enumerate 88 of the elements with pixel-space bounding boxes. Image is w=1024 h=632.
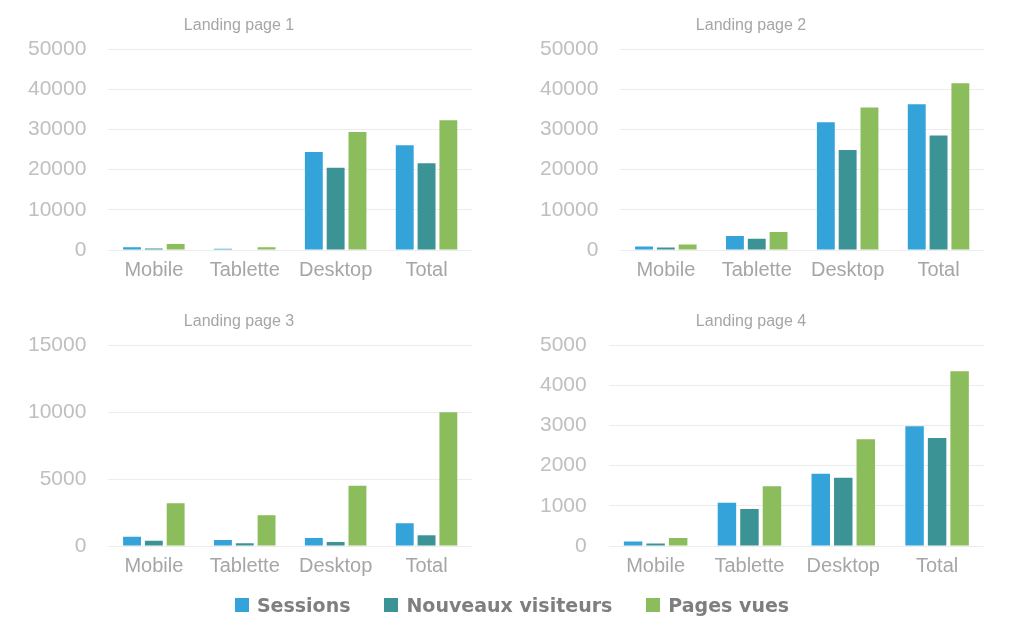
legend-label: Sessions — [256, 594, 351, 616]
x-tick-label: Mobile — [636, 257, 696, 280]
bar — [326, 167, 345, 250]
y-tick-label: 0 — [74, 236, 87, 260]
x-tick-label: Tablette — [714, 553, 785, 576]
y-tick-label: 4000 — [540, 372, 587, 396]
bar — [927, 437, 947, 546]
x-tick-label: Mobile — [124, 553, 184, 576]
bar — [635, 246, 653, 250]
y-tick-label: 0 — [575, 532, 587, 556]
bar — [257, 247, 276, 250]
bar — [439, 120, 458, 250]
bar — [417, 163, 436, 250]
x-tick-label: Tablette — [209, 553, 280, 576]
bar — [951, 83, 970, 250]
x-tick-label: Desktop — [298, 257, 373, 280]
y-tick-label: 20000 — [27, 156, 87, 180]
bar — [678, 244, 697, 250]
bar — [213, 539, 232, 546]
y-tick-label: 40000 — [27, 76, 87, 100]
y-tick-label: 50000 — [27, 36, 87, 59]
bar — [417, 535, 436, 546]
y-tick-label: 30000 — [539, 116, 599, 140]
bar — [929, 135, 948, 250]
bar — [725, 235, 744, 250]
x-tick-label: Tablette — [209, 257, 280, 280]
chart-title: Landing page 2 — [695, 16, 807, 34]
bar — [395, 523, 414, 546]
x-tick-label: Tablette — [721, 257, 792, 280]
bar — [950, 371, 969, 546]
y-tick-label: 10000 — [27, 196, 87, 220]
bar — [166, 503, 185, 546]
bar — [860, 107, 879, 250]
bar — [769, 231, 788, 250]
bar — [816, 122, 835, 250]
chart-title: Landing page 4 — [695, 312, 807, 330]
bar — [740, 509, 759, 546]
x-tick-label: Total — [917, 257, 960, 280]
y-tick-label: 5000 — [540, 332, 587, 355]
y-tick-label: 3000 — [540, 412, 587, 436]
bar — [439, 412, 458, 546]
x-tick-label: Desktop — [298, 553, 373, 576]
y-tick-label: 40000 — [539, 76, 599, 100]
bar — [907, 104, 926, 250]
x-tick-label: Total — [915, 553, 959, 576]
bar — [717, 502, 737, 546]
x-tick-label: Desktop — [806, 553, 880, 576]
bar — [304, 537, 323, 546]
y-tick-label: 10000 — [539, 196, 599, 220]
bar — [348, 485, 367, 546]
chart-title: Landing page 1 — [183, 16, 295, 34]
legend-label: Nouveaux visiteurs — [406, 594, 613, 616]
y-tick-label: 0 — [586, 236, 599, 260]
bar — [304, 152, 323, 250]
x-tick-label: Desktop — [810, 257, 885, 280]
bar — [235, 543, 254, 546]
bar — [144, 540, 163, 546]
x-tick-label: Total — [405, 553, 448, 576]
x-tick-label: Mobile — [626, 553, 686, 576]
bar — [747, 238, 766, 250]
bar — [123, 247, 141, 250]
x-tick-label: Mobile — [124, 257, 184, 280]
y-tick-label: 1000 — [540, 492, 587, 516]
y-tick-label: 5000 — [39, 465, 87, 489]
y-tick-label: 20000 — [539, 156, 599, 180]
bar — [668, 537, 688, 546]
bar — [834, 477, 853, 546]
bar — [395, 145, 414, 250]
bar — [905, 426, 924, 546]
bar — [257, 515, 276, 546]
bar — [623, 541, 643, 546]
legend-label: Pages vues — [668, 594, 790, 616]
bar — [856, 439, 876, 546]
bar — [348, 131, 367, 250]
y-tick-label: 50000 — [539, 36, 599, 59]
y-tick-label: 15000 — [27, 332, 87, 355]
bar — [762, 486, 782, 546]
bar — [123, 536, 141, 546]
x-tick-label: Total — [405, 257, 448, 280]
y-tick-label: 0 — [74, 532, 87, 556]
bar — [811, 473, 830, 546]
bar — [838, 150, 857, 250]
bar — [326, 541, 345, 546]
chart-title: Landing page 3 — [183, 312, 295, 330]
y-tick-label: 2000 — [540, 452, 587, 476]
y-tick-label: 10000 — [27, 398, 87, 422]
bar — [166, 243, 185, 250]
y-tick-label: 30000 — [27, 116, 87, 140]
